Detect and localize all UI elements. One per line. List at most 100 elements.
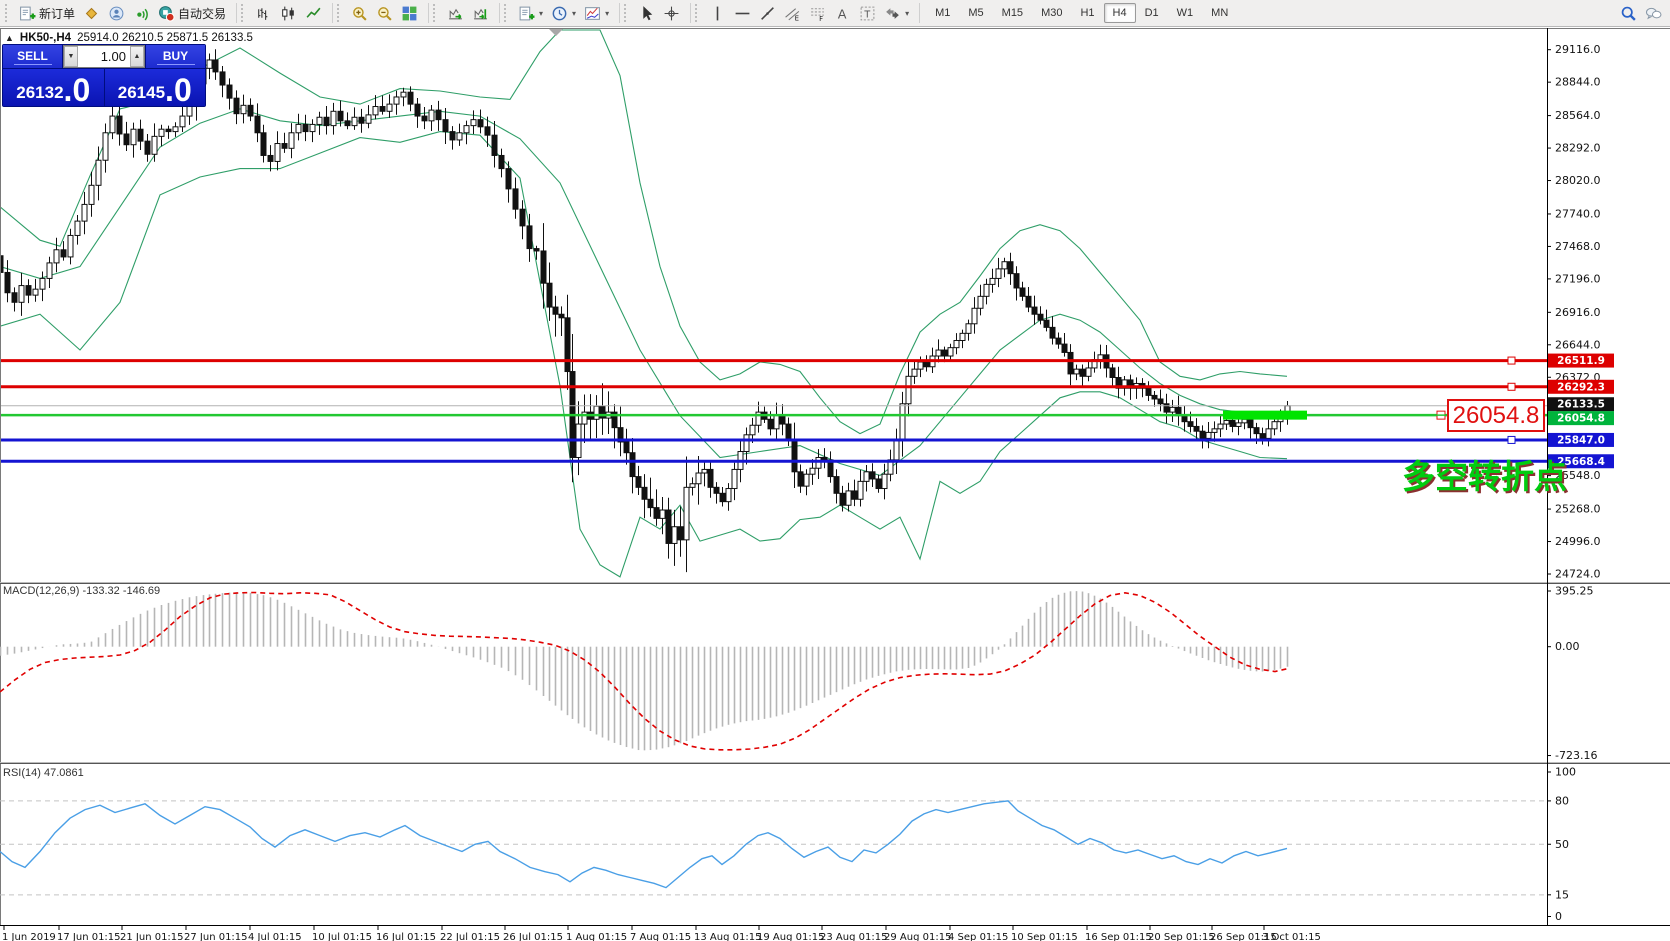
candle-bear <box>254 115 261 134</box>
volume-decrease-button[interactable]: ▼ <box>64 46 78 67</box>
time-tick-label: 4 Sep 01:15 <box>948 932 1008 941</box>
candle-bear <box>1055 337 1062 345</box>
price-tick-label: 28844.0 <box>1555 76 1601 89</box>
search-button[interactable] <box>1616 2 1641 25</box>
timeframe-m1-button[interactable]: M1 <box>935 7 951 19</box>
chat-button[interactable] <box>1641 2 1666 25</box>
vertical-line-tool[interactable] <box>705 2 730 25</box>
sell-button[interactable]: SELL <box>3 45 62 68</box>
toolbar-grip[interactable] <box>433 4 437 22</box>
trendline-tool[interactable] <box>755 2 780 25</box>
auto-scroll-button[interactable] <box>443 2 468 25</box>
turning-point-annotation[interactable]: 多空转折点 <box>1402 458 1567 495</box>
timeframe-w1-button[interactable]: W1 <box>1176 7 1194 19</box>
candle-bear <box>821 456 828 461</box>
candle-bull <box>206 59 213 69</box>
market-watch-button[interactable] <box>129 2 154 25</box>
candle-bull <box>845 490 852 506</box>
crosshair-tool-button[interactable] <box>659 2 684 25</box>
candle-bull <box>288 132 295 149</box>
line-chart-mode-button[interactable] <box>301 2 326 25</box>
toolbar-grip[interactable] <box>695 4 699 22</box>
price-tick-label: 24724.0 <box>1555 568 1601 581</box>
horizontal-line-tool[interactable] <box>730 2 755 25</box>
candle-bear <box>407 91 414 105</box>
tile-windows-button[interactable] <box>397 2 422 25</box>
candle-bear <box>421 115 428 122</box>
toolbar-grip[interactable] <box>624 4 628 22</box>
sell-price[interactable]: 26132.0 <box>3 69 104 106</box>
dropdown-caret-icon[interactable]: ▾ <box>605 8 610 18</box>
timeframe-mn-button[interactable]: MN <box>1211 7 1229 19</box>
macd-scale-label: -723.16 <box>1555 749 1597 762</box>
candle-bear <box>1013 273 1020 289</box>
toolbar-grip[interactable] <box>5 4 9 22</box>
candle-bear <box>1145 387 1152 396</box>
chart-shift-button[interactable] <box>468 2 493 25</box>
collapse-panel-icon[interactable]: ▲ <box>5 33 14 43</box>
indicators-button[interactable]: ▾ <box>580 2 613 25</box>
volume-increase-button[interactable]: ▲ <box>130 46 144 67</box>
label-tool[interactable]: T <box>855 2 880 25</box>
toolbar-grip[interactable] <box>504 4 508 22</box>
time-tick-label: 16 Jul 01:15 <box>376 932 436 941</box>
line-handle[interactable] <box>1507 356 1516 365</box>
timeframe-h4-button[interactable]: H4 <box>1103 3 1136 23</box>
bar-chart-mode-button[interactable] <box>251 2 276 25</box>
text-tool[interactable]: A <box>830 2 855 25</box>
price-tag-25668.4: 25668.4 <box>1548 454 1614 469</box>
candle-bull <box>295 123 302 134</box>
timeframe-h1-button[interactable]: H1 <box>1080 7 1095 19</box>
candle-bear <box>713 486 720 494</box>
price-axis[interactable]: 29116.0 28844.0 28564.0 28292.0 28020.0 27740… <box>1547 28 1614 925</box>
zoom-in-button[interactable] <box>347 2 372 25</box>
time-tick-label: 1 Jun 2019 <box>2 932 56 941</box>
toolbar-grip[interactable] <box>337 4 341 22</box>
candle-bear <box>302 123 309 133</box>
timeframe-d1-button[interactable]: D1 <box>1144 7 1159 19</box>
volume-value[interactable]: 1.00 <box>100 49 126 64</box>
arrows-tool[interactable]: ▾ <box>880 2 913 25</box>
dropdown-caret-icon[interactable]: ▾ <box>572 8 577 18</box>
time-tick-label: 21 Jun 01:15 <box>120 932 184 941</box>
new-chart-button[interactable] <box>79 2 104 25</box>
price-callout-box[interactable]: 26054.8 <box>1447 399 1545 432</box>
candle-bull <box>330 110 337 127</box>
price-tick-label: 26644.0 <box>1555 338 1601 351</box>
toolbar-grip[interactable] <box>241 4 245 22</box>
templates-button[interactable]: ▾ <box>514 2 547 25</box>
channel-tool[interactable]: E <box>780 2 805 25</box>
candle-bear <box>281 143 288 149</box>
candle-bull <box>32 288 39 296</box>
timeframe-m5-button[interactable]: M5 <box>968 7 984 19</box>
line-handle[interactable] <box>1507 435 1516 444</box>
time-axis[interactable]: 1 Jun 2019 17 Jun 01:15 21 Jun 01:15 27 Jun… <box>2 926 1321 941</box>
highlight-trend-segment[interactable] <box>1223 410 1307 420</box>
line-handle[interactable] <box>1507 382 1516 391</box>
splitter-grip-icon[interactable] <box>549 29 563 36</box>
candle-bear <box>839 492 846 506</box>
price-tag-26292.3: 26292.3 <box>1548 379 1614 394</box>
candle-bull <box>102 132 109 161</box>
candle-bull <box>695 472 702 485</box>
fibonacci-tool[interactable]: F <box>805 2 830 25</box>
zoom-out-button[interactable] <box>372 2 397 25</box>
time-tick-label: 19 Aug 01:15 <box>757 932 824 941</box>
candle-bear <box>60 249 67 258</box>
timeframe-m15-button[interactable]: M15 <box>1001 7 1024 19</box>
dropdown-caret-icon[interactable]: ▾ <box>905 8 910 18</box>
buy-button[interactable]: BUY <box>146 45 205 68</box>
cursor-tool-button[interactable] <box>634 2 659 25</box>
profiles-button[interactable] <box>104 2 129 25</box>
candlestick-mode-button[interactable] <box>276 2 301 25</box>
candle-bear <box>1025 295 1032 308</box>
periods-button[interactable]: ▾ <box>547 2 580 25</box>
candle-bull <box>1235 422 1242 427</box>
timeframe-m30-button[interactable]: M30 <box>1041 7 1063 19</box>
candle-bear <box>1181 415 1188 423</box>
buy-price[interactable]: 26145.0 <box>104 69 205 106</box>
auto-trading-button[interactable]: 自动交易 <box>154 2 230 25</box>
new-order-button[interactable]: 新订单 <box>15 2 79 25</box>
dropdown-caret-icon[interactable]: ▾ <box>539 8 544 18</box>
